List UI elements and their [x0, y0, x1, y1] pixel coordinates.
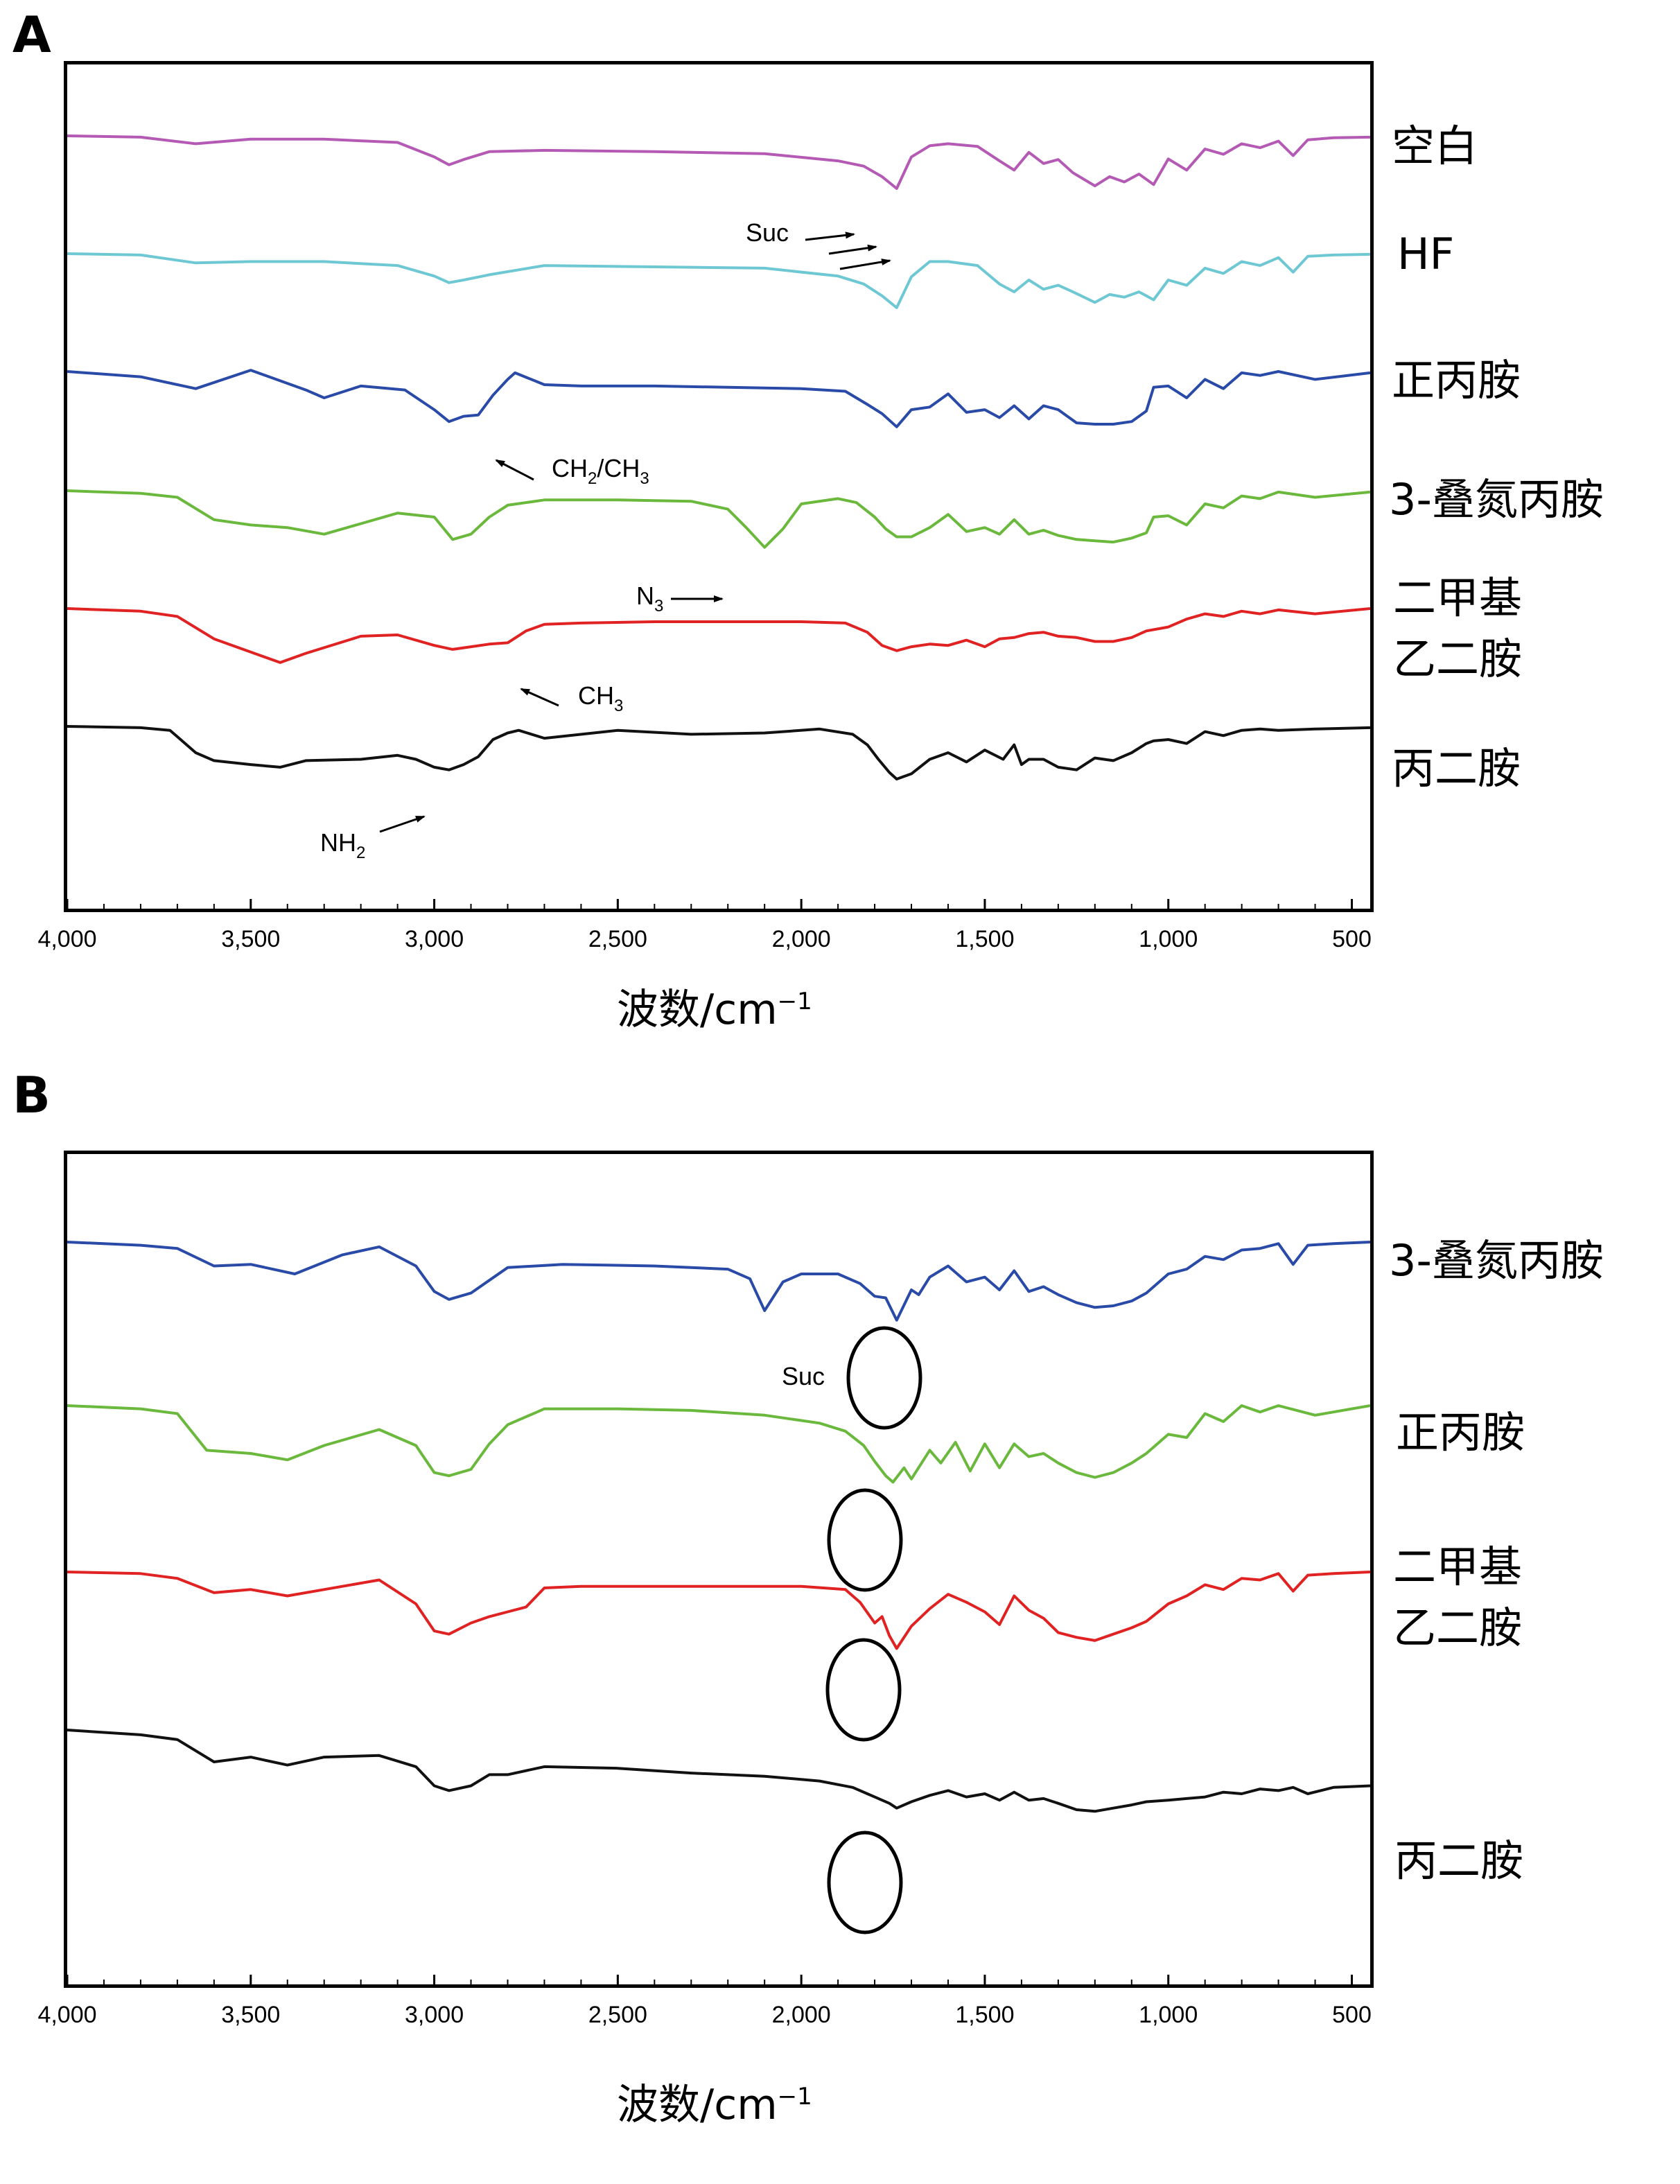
panel-a-spectrum-line-3 — [67, 489, 1371, 549]
annotation-n3-text: N3 — [636, 582, 663, 615]
panel-b-x-tick-label-2: 3,000 — [405, 2002, 464, 2028]
annotation-n3: N3 — [636, 582, 724, 615]
panel-a-letter: A — [12, 6, 51, 64]
panel-b-x-tick-label-5: 1,500 — [955, 2002, 1014, 2028]
annotation-suc-arrow-3 — [839, 259, 891, 270]
annotation-suc-b: Suc — [782, 1362, 825, 1390]
panel-a-spectrum-line-4 — [67, 607, 1371, 664]
panel-b-x-tick-label-0: 4,000 — [37, 2002, 96, 2028]
legend-label-b-azidopropylamine: 3-叠氮丙胺 — [1389, 1235, 1604, 1286]
axis-layer: 4,000 3,500 3,000 2,500 2,000 1,500 1,000 500 4,… — [37, 899, 1372, 2028]
panel-b-x-tick-label-3: 2,500 — [588, 2002, 647, 2028]
legend-label-azidopropylamine: 3-叠氮丙胺 — [1389, 474, 1604, 525]
circle-highlight-n-propylamine — [827, 1488, 903, 1592]
annotation-nh2: NH2 — [320, 815, 426, 862]
legend-label-b-dimethyl: 二甲基 — [1393, 1541, 1523, 1592]
circle-highlight-dimethylethylenediamine — [825, 1638, 902, 1742]
panel-a-x-tick-label-6: 1,000 — [1139, 926, 1198, 952]
panel-b-x-axis-title: 波数/cm−1 — [617, 2071, 812, 2131]
legend-label-b-propanediamine: 丙二胺 — [1394, 1835, 1524, 1886]
panel-b-x-tick-label-6: 1,000 — [1139, 2002, 1198, 2028]
panel-a-x-tick-label-3: 2,500 — [588, 926, 647, 952]
panel-b-spectrum-line-3 — [67, 1729, 1371, 1813]
panel-a-x-tick-label-7: 500 — [1332, 926, 1372, 952]
legend-label-propanediamine: 丙二胺 — [1392, 743, 1521, 794]
annotation-ch3-text: CH3 — [578, 681, 623, 715]
panel-b-x-axis-title-text: 波数/cm — [617, 2081, 778, 2129]
panel-b-x-tick-label-7: 500 — [1332, 2002, 1372, 2028]
panel-a-spectrum-line-5 — [67, 725, 1371, 780]
panel-a-spectrum-line-0 — [67, 134, 1371, 190]
panel-a-spectrum-line-1 — [67, 252, 1371, 309]
panel-b-plot-frame — [64, 1151, 1374, 1988]
annotation-suc-a-text: Suc — [746, 218, 789, 247]
panel-b-x-axis-title-sup: −1 — [777, 2083, 812, 2111]
panel-a-x-axis-title: 波数/cm−1 — [617, 976, 812, 1036]
panel-a-x-axis-title-text: 波数/cm — [617, 986, 778, 1034]
circle-highlight-azidopropylamine — [846, 1326, 922, 1430]
legend-label-b-n-propylamine: 正丙胺 — [1396, 1407, 1525, 1458]
annotation-suc-arrow-2 — [828, 244, 877, 255]
panel-b-spectrum-line-0 — [67, 1241, 1371, 1322]
panel-b-x-tick-label-1: 3,500 — [221, 2002, 280, 2028]
annotation-ch2-ch3: CH2/CH3 — [495, 454, 649, 488]
annotation-nh2-text: NH2 — [320, 828, 365, 862]
panel-a-x-tick-label-4: 2,000 — [772, 926, 831, 952]
panel-a-plot-frame — [64, 61, 1374, 912]
legend-label-b-ethylenediamine: 乙二胺 — [1393, 1602, 1523, 1653]
annotation-suc-b-text: Suc — [782, 1362, 825, 1390]
panel-b-spectrum-line-1 — [67, 1404, 1371, 1484]
panel-a-x-tick-label-1: 3,500 — [221, 926, 280, 952]
panel-a-x-tick-label-0: 4,000 — [37, 926, 96, 952]
circle-highlight-propanediamine — [827, 1831, 903, 1934]
panel-a-x-axis-title-sup: −1 — [777, 988, 812, 1015]
panel-a-x-tick-label-5: 1,500 — [955, 926, 1014, 952]
annotation-ch2-ch3-text: CH2/CH3 — [552, 454, 649, 488]
panel-b-x-tick-label-4: 2,000 — [772, 2002, 831, 2028]
legend-label-dimethyl: 二甲基 — [1393, 573, 1523, 623]
panel-a-spectrum-line-2 — [67, 369, 1371, 428]
annotation-suc-a: Suc — [746, 218, 891, 270]
suc-highlight-circles — [825, 1326, 922, 1934]
legend-label-hf: HF — [1397, 229, 1455, 279]
legend-label-blank: 空白 — [1392, 121, 1478, 171]
annotation-suc-arrow-1 — [805, 231, 855, 241]
panel-b-spectrum-line-2 — [67, 1571, 1371, 1650]
legend-label-n-propylamine: 正丙胺 — [1392, 355, 1521, 405]
legend-label-ethylenediamine: 乙二胺 — [1393, 634, 1523, 684]
annotation-ch2-ch3-arrow — [495, 459, 534, 481]
series-layer — [67, 134, 1371, 1813]
panel-b-letter: B — [12, 1066, 51, 1124]
annotation-nh2-arrow — [379, 815, 426, 833]
annotation-ch3: CH3 — [520, 681, 623, 715]
annotation-ch3-arrow — [520, 688, 559, 707]
panel-a-x-tick-label-2: 3,000 — [405, 926, 464, 952]
